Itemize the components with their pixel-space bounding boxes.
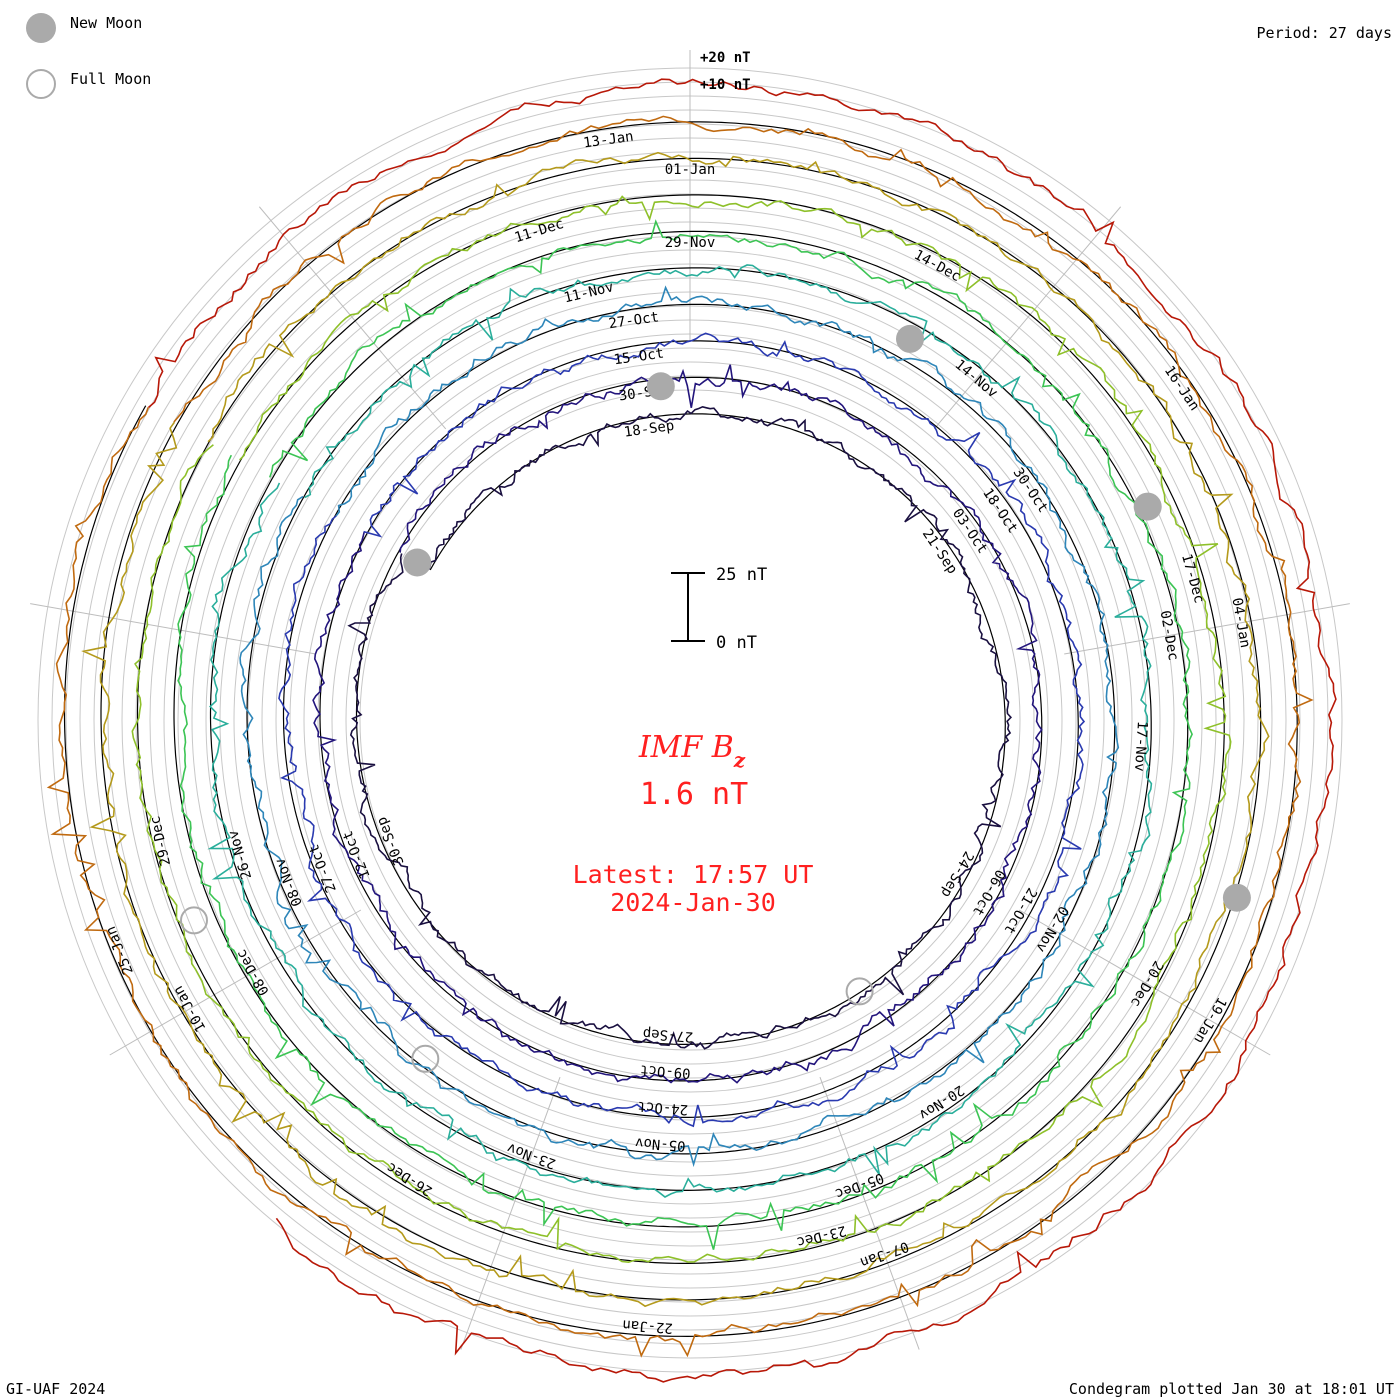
grid-ring (149, 179, 1231, 1261)
grid-ring (289, 319, 1091, 1121)
date-label: 07-Jan (858, 1238, 911, 1270)
scale-bar-top-label: 25 nT (716, 565, 767, 585)
period-label: Period: 27 days (1257, 24, 1392, 42)
grid-ring (205, 235, 1175, 1205)
footer-right: Condegram plotted Jan 30 at 18:01 UT (1069, 1380, 1394, 1398)
radial-spoke (258, 206, 447, 430)
legend-full-moon-label: Full Moon (70, 70, 151, 88)
date-label: 09-Oct (640, 1061, 692, 1080)
date-label: 27-Sep (642, 1025, 694, 1044)
series-traces (46, 78, 1337, 1383)
series-baseline (355, 413, 1006, 1045)
full-moon-marker-icon (411, 1044, 440, 1073)
grid-ring (359, 389, 1021, 1051)
date-label: 30-Sep (374, 814, 408, 867)
center-title-main: IMF B (638, 730, 734, 765)
date-label: 06-Oct (969, 866, 1008, 918)
radial-spoke (819, 1076, 920, 1350)
date-label: 26-Nov (225, 828, 255, 881)
series-trace-0 (347, 405, 1012, 1050)
grid-ring (317, 347, 1063, 1093)
date-label: 25-Jan (103, 924, 137, 977)
series-trace-4 (207, 264, 1153, 1198)
date-label: 01-Jan (665, 162, 716, 178)
date-label: 18-Sep (623, 418, 675, 441)
date-label: 04-Jan (1228, 597, 1253, 650)
new-moon-marker-icon (1222, 883, 1251, 912)
new-moon-marker-icon (646, 372, 675, 401)
date-label: 27-Oct (608, 309, 660, 332)
date-label: 11-Dec (513, 216, 566, 246)
date-label: 13-Jan (582, 129, 634, 152)
center-title: IMF Bz (638, 730, 746, 772)
series-baseline (319, 376, 1043, 1082)
full-moon-marker-icon (180, 906, 208, 935)
date-label: 24-Sep (937, 848, 976, 900)
radial-spoke (30, 603, 316, 655)
date-label: 10-Jan (170, 983, 209, 1035)
scale-label-plus10: +10 nT (700, 77, 751, 93)
series-trace-2 (278, 332, 1086, 1128)
grid-ring (303, 333, 1077, 1107)
series-trace-8 (46, 115, 1314, 1358)
center-date: 2024-Jan-30 (610, 888, 776, 917)
series-trace-9 (148, 78, 1337, 1383)
date-label: 24-Oct (637, 1098, 689, 1117)
center-latest: Latest: 17:57 UT (573, 860, 814, 889)
full-moon-icon (26, 69, 56, 99)
legend: New Moon Full Moon (26, 13, 151, 99)
scale-bar-bottom-label: 0 nT (716, 633, 757, 653)
footer-left: GI-UAF 2024 (6, 1380, 105, 1398)
radial-spoke (109, 909, 362, 1056)
grid-ring (275, 305, 1105, 1135)
radial-spoke (933, 206, 1122, 430)
series-baseline (100, 157, 1262, 1301)
series-trace-7 (81, 151, 1270, 1308)
date-label: 12-Oct (340, 828, 374, 881)
series-baseline (63, 121, 1298, 1338)
new-moon-marker-icon (1133, 492, 1162, 521)
new-moon-icon (26, 13, 56, 43)
new-moon-marker-icon (403, 548, 432, 577)
series-trace-6 (131, 195, 1232, 1264)
grid-ring (345, 375, 1035, 1065)
date-label: 23-Nov (505, 1139, 558, 1171)
date-label: 17-Nov (1131, 721, 1150, 772)
series-baseline (136, 194, 1225, 1264)
center-title-sub: z (733, 748, 746, 772)
date-label: 22-Jan (622, 1316, 674, 1335)
date-label: 05-Nov (635, 1134, 687, 1153)
series-trace-3 (239, 285, 1120, 1168)
date-label: 20-Dec (1127, 958, 1166, 1010)
grid-ring (331, 361, 1049, 1079)
scale-label-plus20: +20 nT (700, 50, 751, 66)
scale-bar: 25 nT 0 nT (671, 565, 767, 653)
date-label: 02-Nov (1032, 903, 1071, 955)
new-moon-marker-icon (896, 324, 924, 353)
center-info: IMF Bz 1.6 nT Latest: 17:57 UT 2024-Jan-… (573, 730, 814, 917)
radial-spoke (1018, 909, 1271, 1056)
date-label: 15-Oct (613, 345, 665, 368)
legend-new-moon-label: New Moon (70, 14, 142, 32)
date-label: 29-Nov (665, 235, 716, 251)
grid-ring (261, 291, 1119, 1149)
radial-spoke (1064, 603, 1350, 655)
moon-markers (180, 324, 1251, 1073)
series-trace-1 (312, 364, 1043, 1084)
series-trace-5 (177, 219, 1193, 1250)
center-value: 1.6 nT (640, 777, 748, 812)
full-moon-marker-icon (845, 977, 874, 1006)
date-label: 29-Dec (147, 814, 174, 867)
